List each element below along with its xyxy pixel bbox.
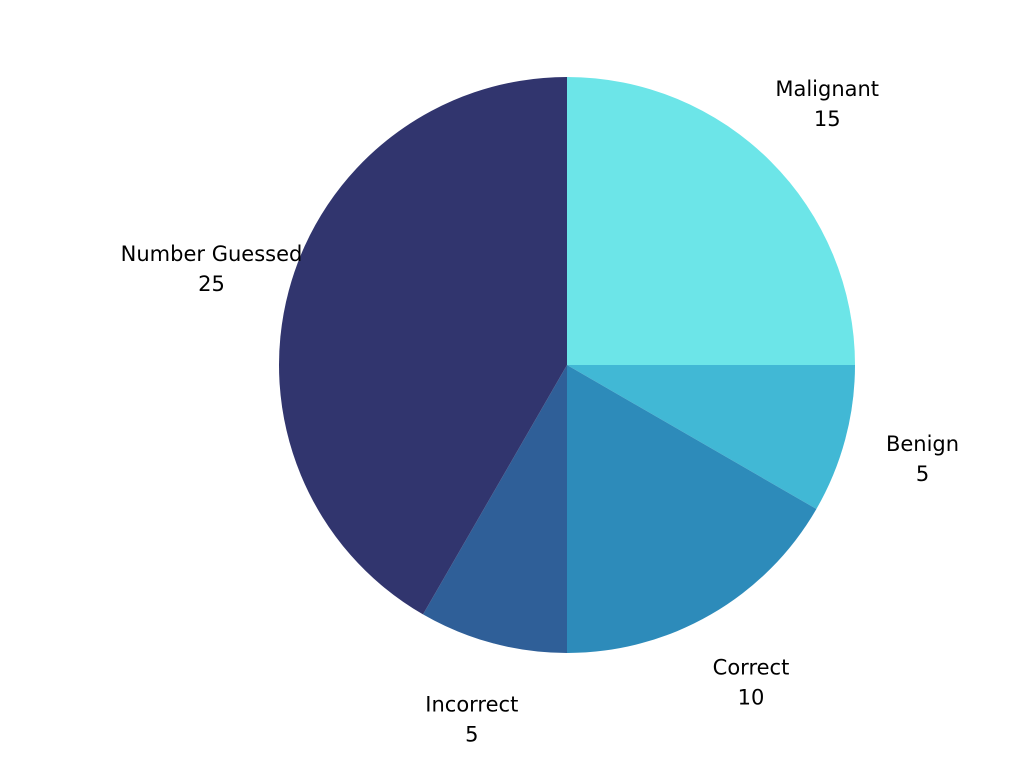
pie-slice-benign [567,365,855,509]
slice-label-incorrect: Incorrect [425,693,518,717]
pie-labels: Malignant 15 Benign 5 Correct 10 Incorrect 5 Num… [121,77,959,747]
slice-value-benign: 5 [916,462,929,486]
slice-label-number-guessed: Number Guessed [121,242,303,266]
slice-label-benign: Benign [886,432,959,456]
slice-label-malignant: Malignant [775,77,879,101]
pie-slice-number-guessed [279,77,567,615]
pie-slices [279,77,855,653]
slice-value-correct: 10 [738,686,765,710]
pie-slice-incorrect [423,365,567,653]
pie-slice-correct [567,365,817,653]
pie-slice-malignant [567,77,855,365]
slice-value-malignant: 15 [814,107,841,131]
slice-value-incorrect: 5 [465,723,478,747]
slice-value-number-guessed: 25 [198,272,225,296]
slice-label-correct: Correct [713,656,790,680]
